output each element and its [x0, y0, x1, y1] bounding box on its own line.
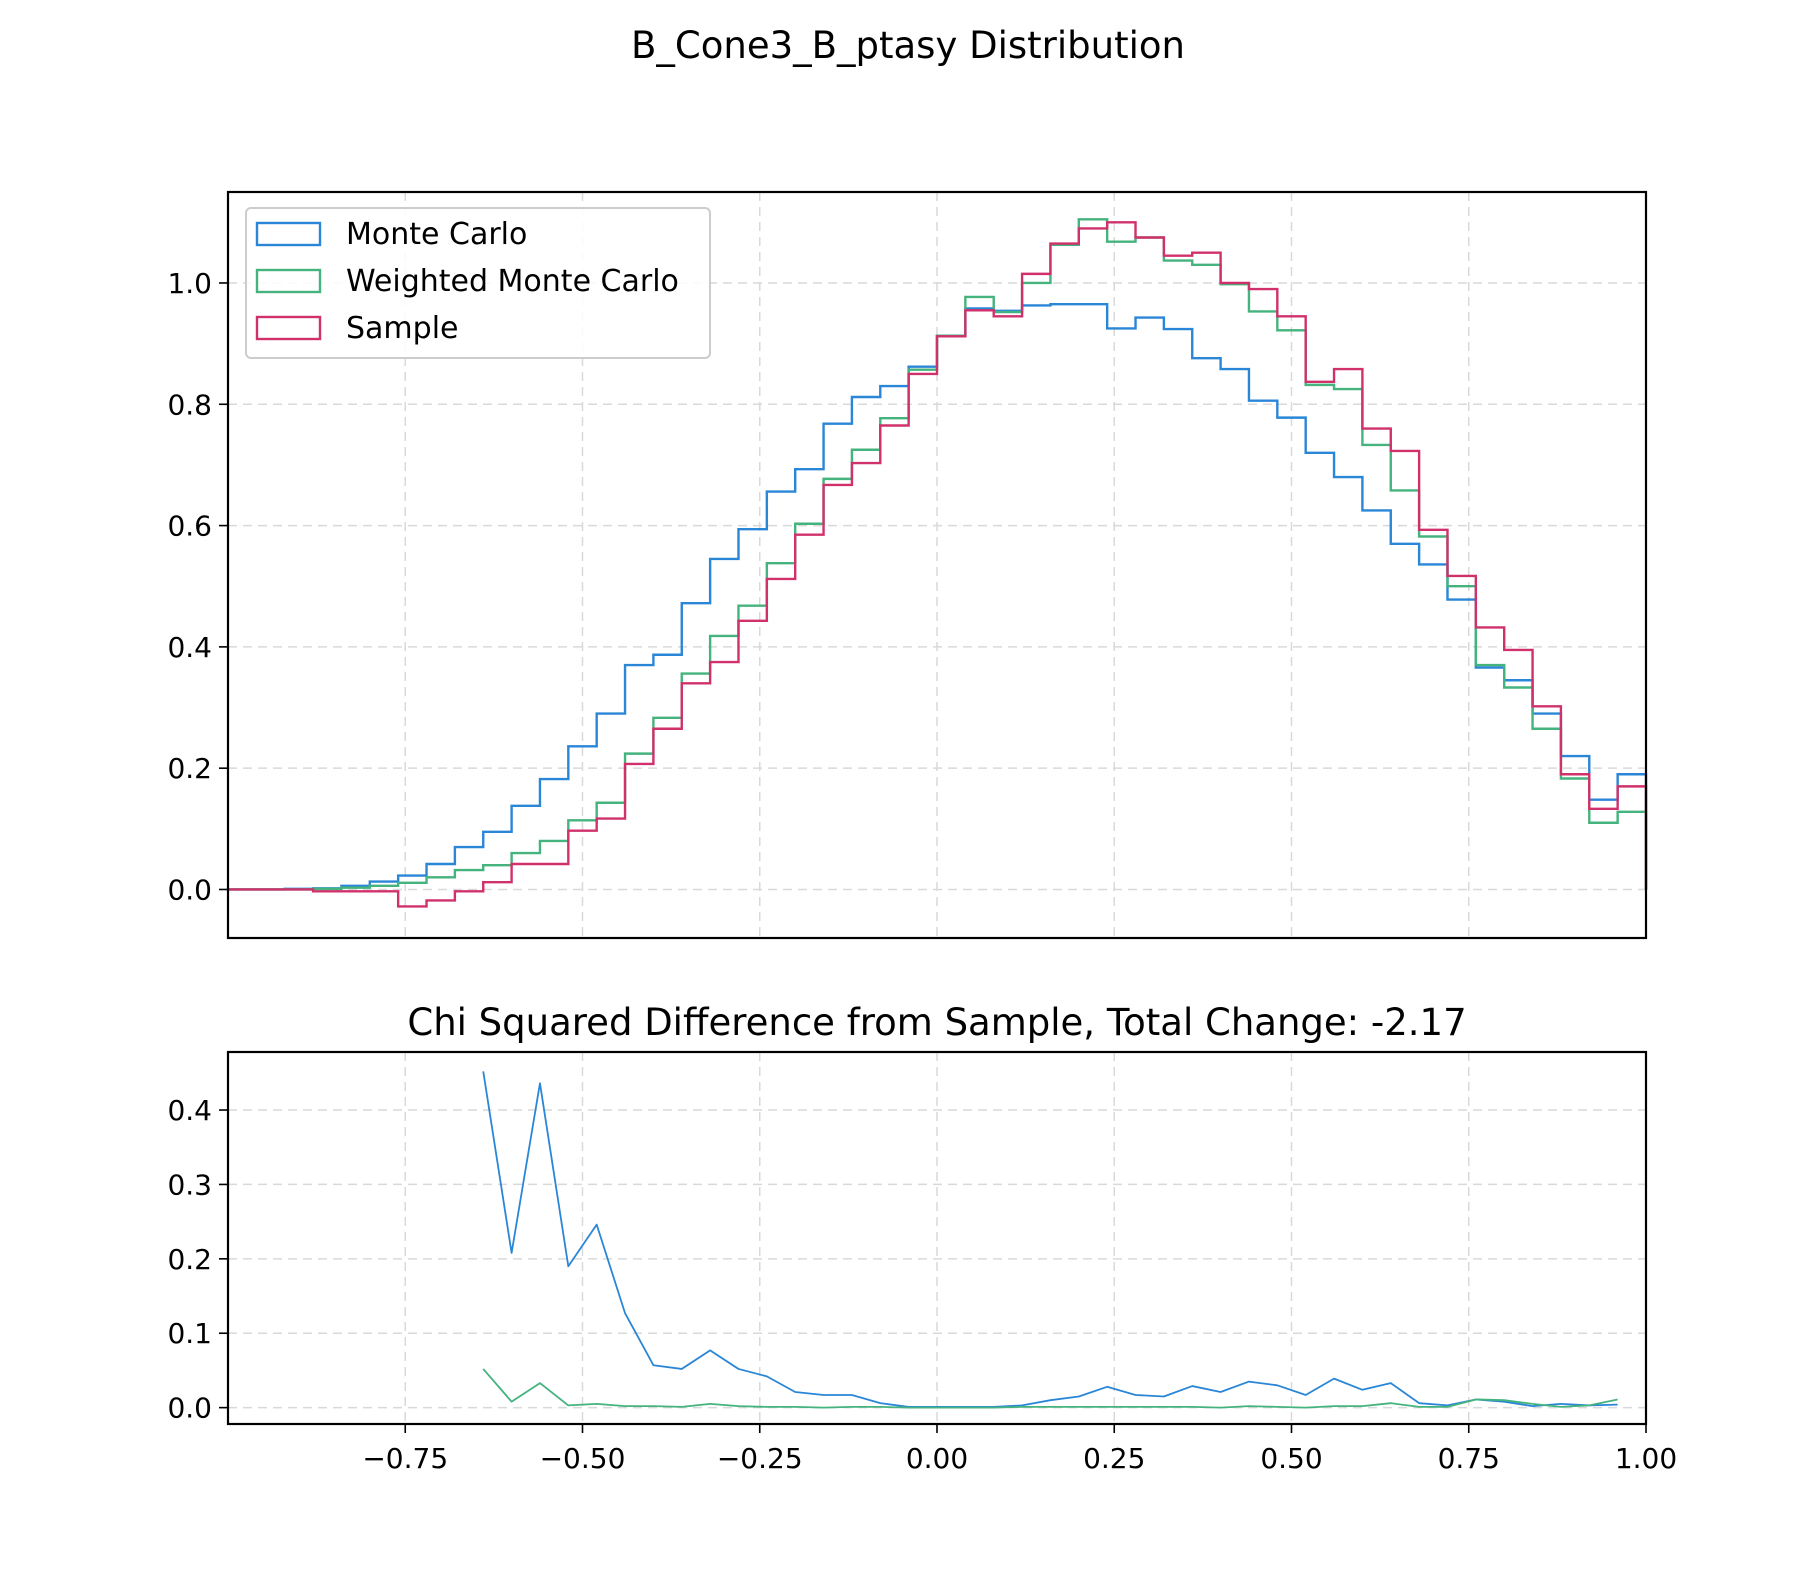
bottom-xtick-label: −0.50	[540, 1442, 626, 1475]
bottom-xtick-label: 1.00	[1615, 1442, 1677, 1475]
distribution-grid	[228, 192, 1646, 938]
chi-squared-line-weighted-monte-carlo	[482, 1368, 1618, 1409]
top-ytick-label: 0.6	[167, 510, 212, 543]
chi-squared-panel: Chi Squared Difference from Sample, Tota…	[167, 1001, 1677, 1475]
chi-squared-series	[482, 1071, 1618, 1409]
bottom-xtick-label: −0.75	[362, 1442, 448, 1475]
distribution-y-axis: 0.0 0.2 0.4 0.6 0.8 1.0	[167, 267, 228, 906]
legend: Monte Carlo Weighted Monte Carlo Sample	[245, 207, 711, 359]
bottom-ytick-label: 0.3	[167, 1168, 212, 1201]
bottom-ytick-label: 0.0	[167, 1392, 212, 1425]
bottom-ytick-label: 0.2	[167, 1243, 212, 1276]
bottom-xtick-label: −0.25	[717, 1442, 803, 1475]
chi-squared-x-axis: −0.75 −0.50 −0.25 0.00 0.25 0.50 0.75 1.00	[362, 1424, 1677, 1475]
chi-squared-y-axis: 0.0 0.1 0.2 0.3 0.4	[167, 1094, 228, 1425]
bottom-xtick-label: 0.25	[1083, 1442, 1145, 1475]
top-ytick-label: 0.4	[167, 631, 212, 664]
bottom-ytick-label: 0.1	[167, 1317, 212, 1350]
series-sample-step	[228, 221, 1648, 908]
legend-box	[245, 207, 711, 359]
bottom-xtick-label: 0.50	[1260, 1442, 1322, 1475]
legend-swatch-monte-carlo	[255, 221, 322, 247]
legend-swatch-weighted-monte-carlo	[255, 268, 322, 294]
figure-title: B_Cone3_B_ptasy Distribution	[631, 24, 1185, 67]
top-ytick-label: 0.8	[167, 388, 212, 421]
top-ytick-label: 0.0	[167, 873, 212, 906]
chi-squared-line-monte-carlo	[482, 1071, 1618, 1408]
legend-label-sample: Sample	[346, 311, 459, 346]
legend-swatch-sample	[255, 315, 322, 341]
legend-label-weighted-monte-carlo: Weighted Monte Carlo	[346, 264, 679, 299]
distribution-panel: 0.0 0.2 0.4 0.6 0.8 1.0 Monte Carlo Weighted M…	[167, 190, 1648, 940]
distribution-frame	[226, 190, 1648, 940]
legend-label-monte-carlo: Monte Carlo	[346, 217, 527, 252]
bottom-xtick-label: 0.75	[1438, 1442, 1500, 1475]
distribution-series	[228, 218, 1648, 908]
top-ytick-label: 0.2	[167, 752, 212, 785]
top-ytick-label: 1.0	[167, 267, 212, 300]
bottom-xtick-label: 0.00	[906, 1442, 968, 1475]
chi-squared-grid	[228, 1052, 1646, 1424]
chi-squared-title: Chi Squared Difference from Sample, Tota…	[407, 1001, 1466, 1044]
chi-squared-frame	[226, 1050, 1648, 1426]
bottom-ytick-label: 0.4	[167, 1094, 212, 1127]
